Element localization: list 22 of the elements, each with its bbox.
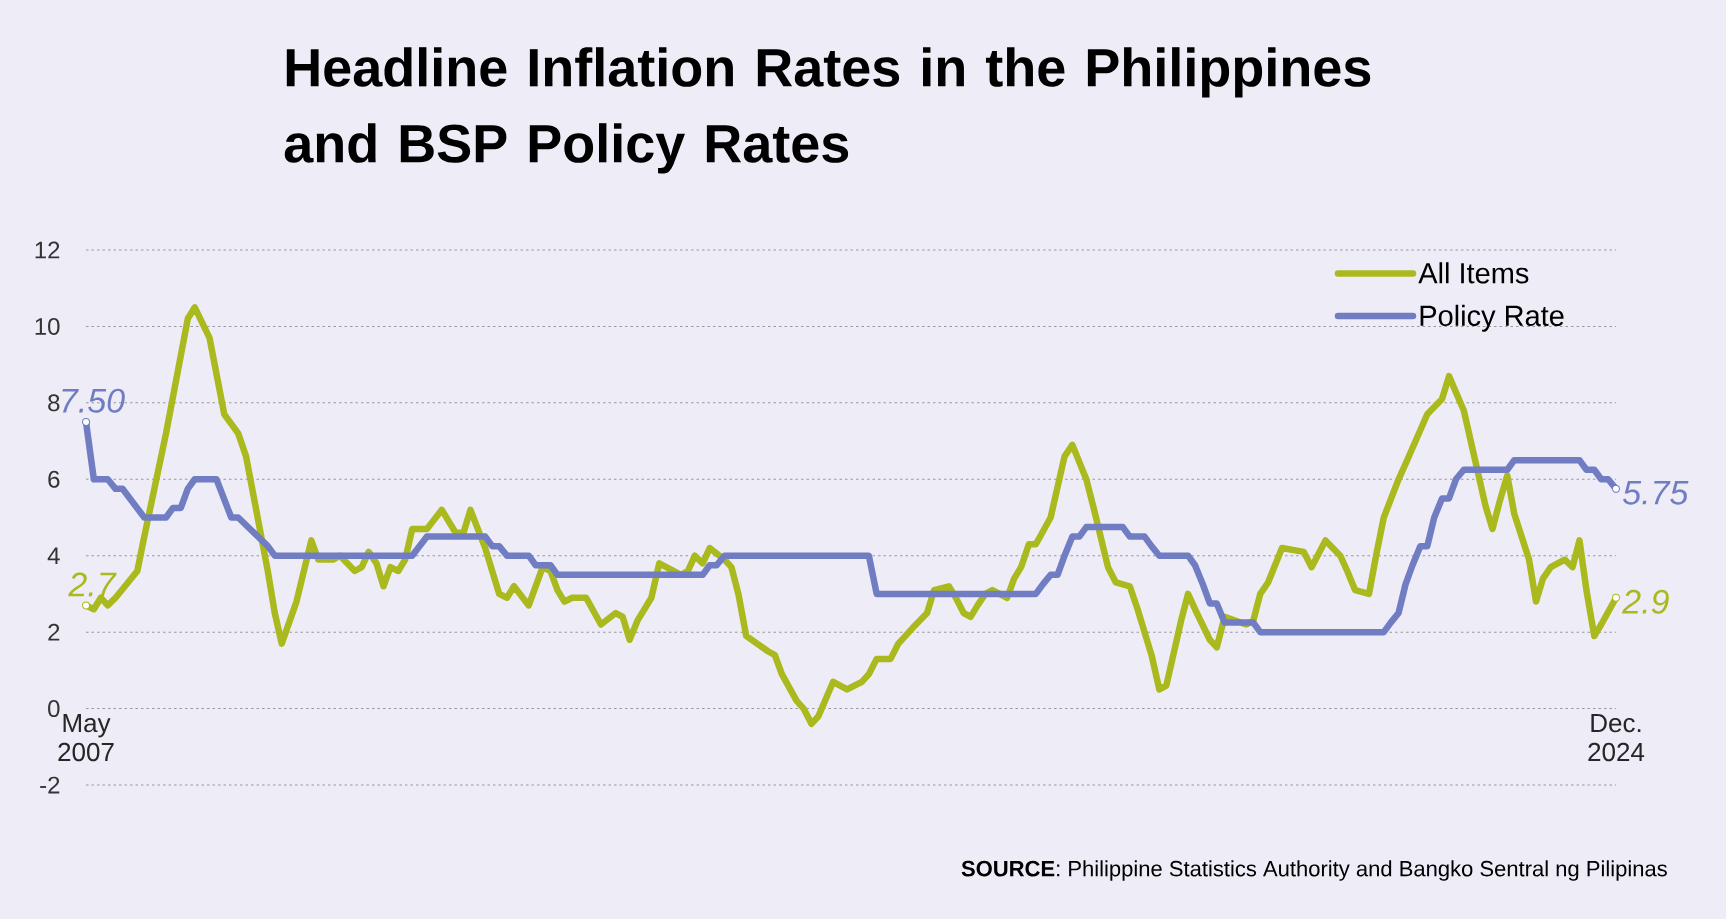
chart-title: Headline Inflation Rates in the Philippines and BSP Policy Rates [284,47,1371,174]
point [82,417,91,426]
y-tick-label: 4 [47,547,60,564]
y-tick-label: 8 [48,394,60,412]
point [1612,593,1621,602]
y-tick-label: -2 [40,776,60,794]
x-tick-label: Dec. 2024 [1588,714,1645,762]
legend-label: All Items [1418,262,1529,284]
annotation: 2.7 [68,572,117,597]
point [82,601,91,610]
annotation: 2.9 [1622,589,1669,614]
annotation: 5.75 [1622,480,1689,505]
x-tick-label: May 2007 [58,714,114,762]
legend-label: Policy Rate [1420,304,1564,332]
annotation: 7.50 [62,388,125,413]
y-tick-label: 6 [48,470,60,488]
text: SOURCE: Philippine Statistics Authority and Bangko Sentral ng Pilipinas [961,860,1667,881]
y-tick-label: 0 [48,700,60,718]
point [1612,484,1621,493]
y-tick-label: 10 [35,317,60,335]
y-tick-label: 12 [35,241,60,259]
y-tick-label: 2 [48,623,60,641]
